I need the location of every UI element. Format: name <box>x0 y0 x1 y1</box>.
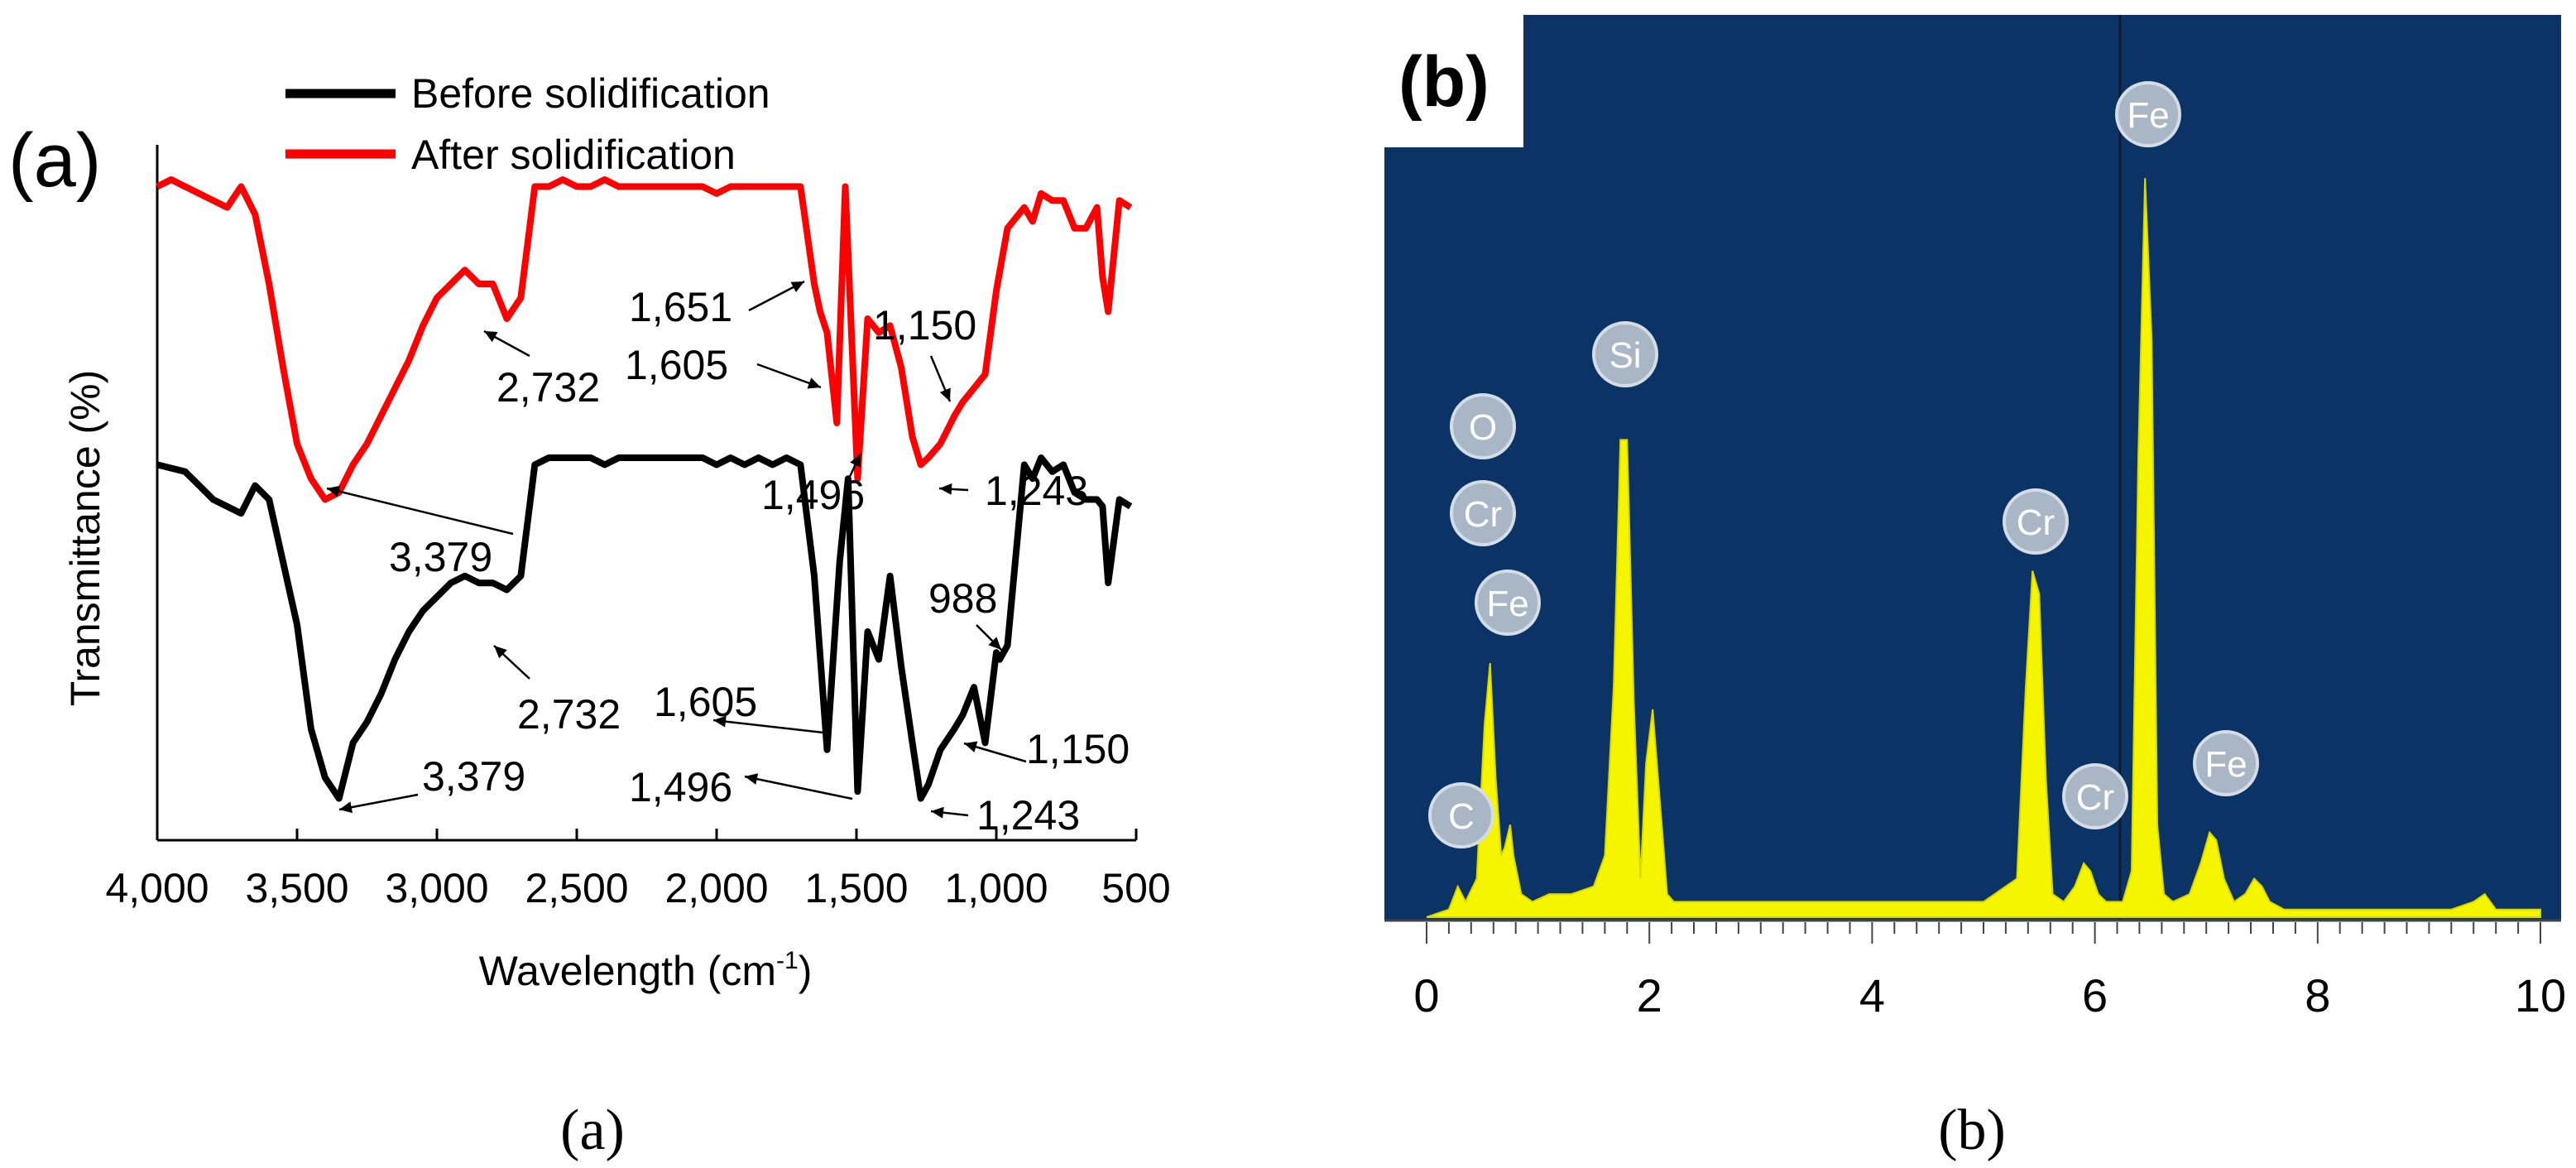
eds-plot-background <box>1384 15 2561 920</box>
eds-chart: (b) C O Cr Fe Si Cr Cr Fe Fe 0 2 4 6 8 10 <box>1384 15 2566 1021</box>
ftir-y-axis-label: Transmittance (%) <box>62 370 108 707</box>
ftir-annotation-arrowhead <box>964 741 978 752</box>
eds-peak-label: Fe <box>2127 95 2169 136</box>
eds-peak-bubble <box>1450 480 1516 546</box>
eds-x-tick-label: 8 <box>2305 969 2330 1021</box>
ftir-annotation-label: 1,243 <box>985 468 1088 514</box>
eds-peak-bubble <box>1475 570 1541 636</box>
ftir-annotation-label: 3,379 <box>422 753 525 800</box>
eds-peak-bubble <box>2115 81 2181 147</box>
ftir-annotation-label: 3,379 <box>389 534 492 580</box>
ftir-annotation-label: 1,496 <box>629 764 732 810</box>
eds-peak-labels: C O Cr Fe Si Cr Cr Fe Fe <box>1428 81 2259 848</box>
eds-x-tick-label: 0 <box>1413 969 1439 1021</box>
ftir-x-tick-label: 1,500 <box>804 865 908 911</box>
panel-b-label: (b) <box>1398 42 1489 122</box>
ftir-x-tick-label: 4,000 <box>105 865 209 911</box>
eds-spectrum-area <box>1426 178 2541 918</box>
ftir-x-tick-label: 2,000 <box>664 865 768 911</box>
eds-peak-label: O <box>1469 407 1497 448</box>
ftir-annotation-arrow <box>744 775 853 800</box>
eds-peak-bubble <box>1592 321 1658 387</box>
ftir-annotation-label: 1,150 <box>873 302 976 348</box>
eds-peak-bubble <box>1428 782 1494 848</box>
caption-b: (b) <box>1938 1098 2006 1162</box>
ftir-annotation-arrowhead <box>745 773 759 785</box>
ftir-annotation-arrow <box>712 719 824 734</box>
ftir-annotations: 3,379 2,732 1,651 1,605 1,150 1,496 1,243 2,732… <box>326 280 1130 839</box>
ftir-annotation-arrow <box>326 487 514 536</box>
ftir-axes <box>156 145 1136 842</box>
ftir-annotation-label: 2,732 <box>517 691 621 738</box>
ftir-series-before-line <box>156 454 1133 802</box>
eds-x-axis: 0 2 4 6 8 10 <box>1384 919 2566 1021</box>
eds-peak-bubble <box>2003 488 2069 555</box>
ftir-annotation-arrowhead <box>790 281 804 293</box>
ftir-x-tick-label: 500 <box>1101 865 1170 911</box>
legend-label-before: Before solidification <box>411 70 770 117</box>
eds-peak-label: Fe <box>2204 744 2247 785</box>
eds-peak-label: Si <box>1609 335 1641 376</box>
ftir-x-tick-label: 3,500 <box>245 865 348 911</box>
ftir-x-tick-label: 2,500 <box>525 865 628 911</box>
ftir-annotation-arrowhead <box>494 646 507 659</box>
eds-peak-label: Fe <box>1486 584 1528 624</box>
eds-spectrum <box>1426 178 2541 918</box>
eds-label-box <box>1384 15 1523 147</box>
ftir-x-tick-label: 1,000 <box>944 865 1048 911</box>
ftir-x-ticks: 4,000 3,500 3,000 2,500 2,000 1,500 1,000 500 <box>105 829 1171 911</box>
ftir-x-axis-label: Wavelength (cm-1) <box>479 947 813 994</box>
eds-peak-bubble <box>2193 730 2259 796</box>
eds-x-tick-label: 6 <box>2082 969 2108 1021</box>
ftir-series-after-line <box>156 176 1133 503</box>
eds-peak-label: Cr <box>2076 777 2114 818</box>
ftir-annotation-arrowhead <box>939 387 951 401</box>
ftir-annotation-arrowhead <box>988 637 1001 650</box>
ftir-annotation-label: 1,605 <box>654 679 757 725</box>
eds-x-tick-label: 10 <box>2515 969 2566 1021</box>
ftir-annotation-label: 1,651 <box>629 284 732 330</box>
eds-peak-bubble <box>2062 763 2128 829</box>
ftir-annotation-arrowhead <box>327 485 341 497</box>
ftir-annotation-arrowhead <box>939 483 952 495</box>
ftir-annotation-label: 988 <box>928 575 997 622</box>
ftir-annotation-arrowhead <box>713 715 727 728</box>
ftir-annotation-arrowhead <box>484 331 498 343</box>
eds-x-tick-label: 4 <box>1859 969 1885 1021</box>
panel-a-label: (a) <box>8 118 101 203</box>
ftir-x-tick-label: 3,000 <box>385 865 488 911</box>
ftir-annotation-arrowhead <box>850 454 861 468</box>
ftir-chart: (a) 4,000 3,500 3,000 2,500 2,000 1,500 1,000 5… <box>8 70 1171 994</box>
eds-peak-bubble <box>1450 393 1516 459</box>
eds-peak-label: C <box>1448 796 1475 837</box>
eds-x-tick-label: 2 <box>1637 969 1662 1021</box>
legend-label-after: After solidification <box>411 132 736 178</box>
ftir-annotation-label: 1,605 <box>625 342 728 388</box>
ftir-annotation-label: 1,243 <box>976 792 1080 839</box>
caption-a: (a) <box>560 1098 625 1162</box>
ftir-annotation-arrow <box>338 793 419 811</box>
ftir-annotation-label: 2,732 <box>496 364 600 411</box>
ftir-annotation-arrowhead <box>807 377 821 389</box>
eds-peak-label: Cr <box>1464 494 1502 535</box>
ftir-legend: Before solidification After solidificati… <box>285 70 770 178</box>
ftir-series <box>156 176 1133 802</box>
ftir-annotation-arrowhead <box>339 801 353 814</box>
eds-peak-label: Cr <box>2017 502 2055 543</box>
ftir-annotation-label: 1,150 <box>1026 726 1130 772</box>
ftir-annotation-arrowhead <box>931 806 944 819</box>
